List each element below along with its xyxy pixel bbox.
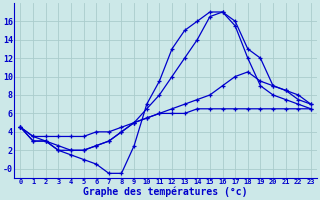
X-axis label: Graphe des températures (°c): Graphe des températures (°c) — [84, 187, 248, 197]
